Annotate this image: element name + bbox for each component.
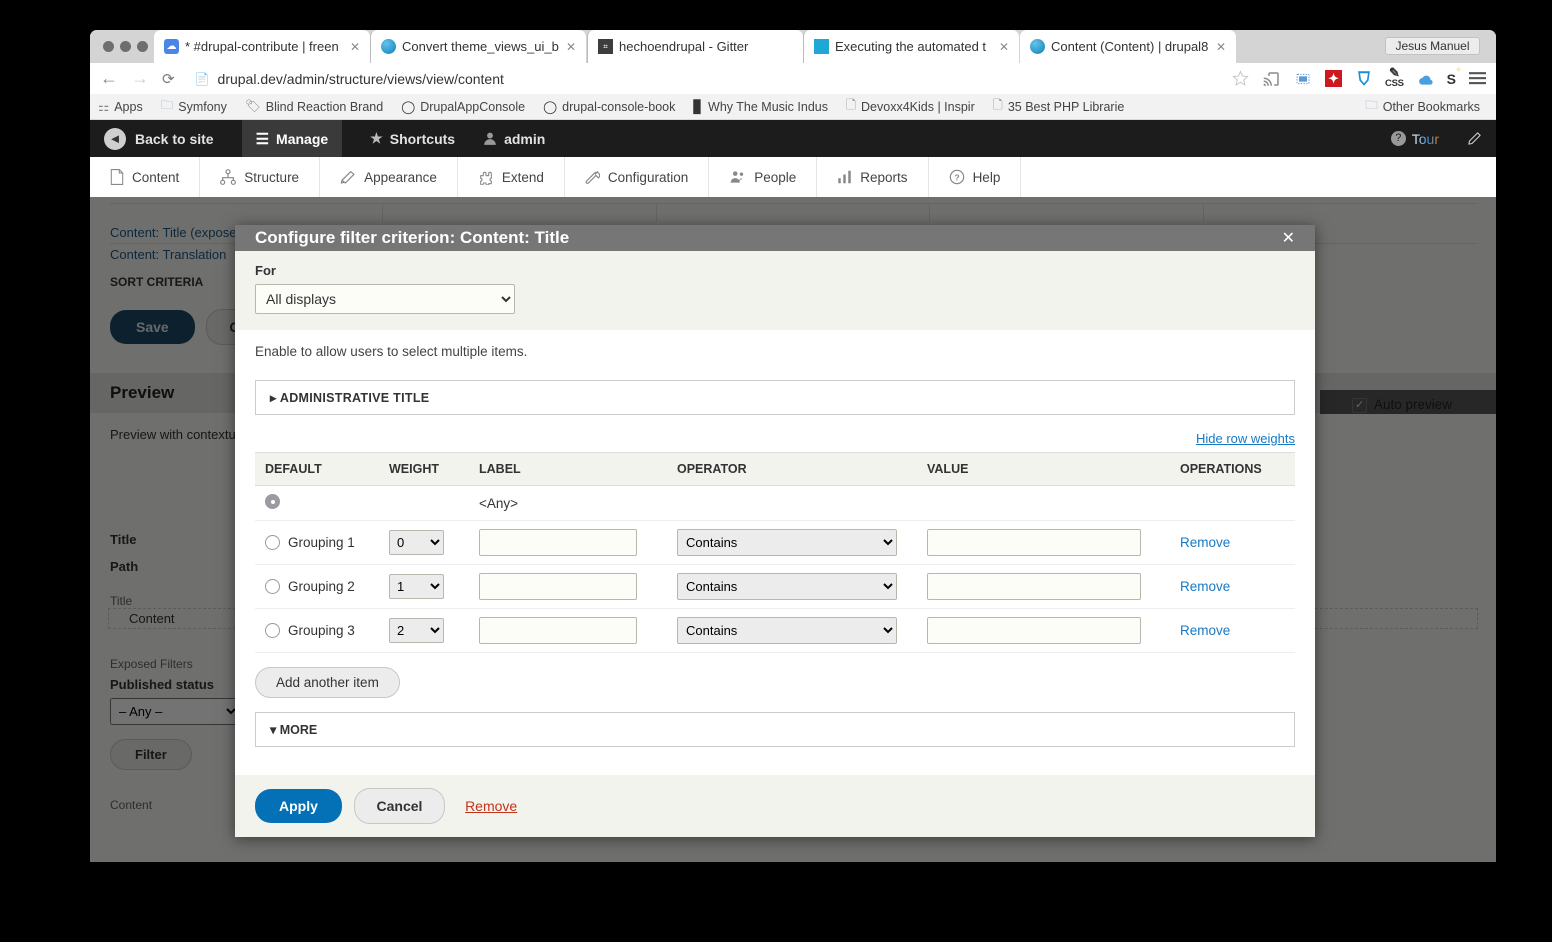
svg-text:?: ? [954, 172, 959, 182]
